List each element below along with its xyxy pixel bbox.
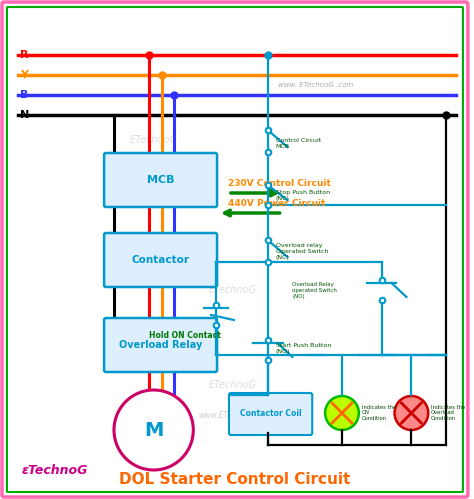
Text: Overload Relay
operated Switch
(NO): Overload Relay operated Switch (NO): [292, 282, 337, 298]
Text: DOL Starter Control Circuit: DOL Starter Control Circuit: [119, 473, 351, 488]
Text: εTechnoG: εTechnoG: [22, 464, 88, 477]
Text: 230V Control Circuit: 230V Control Circuit: [228, 179, 331, 188]
Circle shape: [325, 396, 359, 430]
Text: Indicates the
Overload
Condition: Indicates the Overload Condition: [431, 405, 465, 421]
Text: ETechnoG: ETechnoG: [130, 135, 178, 145]
Text: Indicates the
ON
Condition: Indicates the ON Condition: [362, 405, 396, 421]
Text: Start Push Button
(NO): Start Push Button (NO): [275, 343, 331, 354]
Text: B: B: [20, 90, 28, 100]
Text: www.ETechnoG.com: www.ETechnoG.com: [198, 411, 275, 420]
Text: Y: Y: [20, 70, 28, 80]
Text: M: M: [144, 421, 164, 440]
Text: Hold ON Contact: Hold ON Contact: [149, 330, 220, 339]
Text: Stop Push Button
(NC): Stop Push Button (NC): [275, 190, 330, 201]
Text: Control Circuit
MCB: Control Circuit MCB: [275, 138, 321, 149]
Circle shape: [394, 396, 428, 430]
Circle shape: [114, 390, 193, 470]
Text: ETechnoG: ETechnoG: [209, 380, 257, 390]
Text: Overload relay
Operated Switch
(NC): Overload relay Operated Switch (NC): [275, 243, 328, 259]
Text: Contactor Coil: Contactor Coil: [240, 410, 301, 419]
Text: ETechnoG: ETechnoG: [209, 285, 257, 295]
Text: N: N: [20, 110, 29, 120]
FancyBboxPatch shape: [104, 233, 217, 287]
Text: Overload Relay: Overload Relay: [119, 340, 202, 350]
FancyBboxPatch shape: [104, 153, 217, 207]
FancyBboxPatch shape: [104, 318, 217, 372]
Text: MCB: MCB: [147, 175, 174, 185]
Text: Contactor: Contactor: [132, 255, 190, 265]
Text: www. ETechnoG .com: www. ETechnoG .com: [278, 82, 353, 88]
FancyBboxPatch shape: [2, 2, 468, 497]
FancyBboxPatch shape: [229, 393, 312, 435]
Text: 440V Power Circuit: 440V Power Circuit: [228, 199, 326, 208]
Text: R: R: [20, 50, 28, 60]
